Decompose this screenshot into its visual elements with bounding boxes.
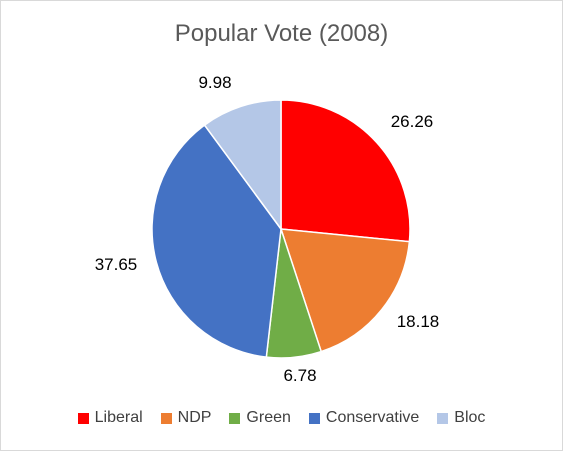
legend-swatch: [160, 412, 172, 424]
legend-item-conservative: Conservative: [308, 409, 420, 427]
legend-swatch: [77, 412, 89, 424]
legend: Liberal NDP Green Conservative Bloc: [0, 409, 563, 427]
legend-swatch: [437, 412, 449, 424]
pie-slice-liberal: [280, 99, 411, 243]
legend-label: Liberal: [94, 409, 143, 426]
data-label-green: 6.78: [283, 366, 316, 385]
legend-item-ndp: NDP: [160, 409, 212, 427]
pie-slice-bloc: [203, 99, 282, 232]
legend-item-green: Green: [229, 409, 291, 427]
legend-label: Conservative: [325, 409, 420, 426]
legend-swatch: [308, 412, 320, 424]
pie-slice-conservative: [151, 124, 282, 358]
legend-item-bloc: Bloc: [437, 409, 485, 427]
legend-item-liberal: Liberal: [77, 409, 143, 427]
data-label-bloc: 9.98: [198, 73, 231, 92]
data-label-liberal: 26.26: [391, 112, 434, 131]
legend-swatch: [229, 412, 241, 424]
legend-label: Bloc: [454, 409, 486, 426]
pie-slice-ndp: [279, 228, 411, 353]
legend-label: Green: [246, 409, 291, 426]
data-label-ndp: 18.18: [397, 312, 440, 331]
legend-label: NDP: [177, 409, 212, 426]
data-label-conservative: 37.65: [95, 255, 138, 274]
chart-title: Popular Vote (2008): [174, 20, 389, 47]
